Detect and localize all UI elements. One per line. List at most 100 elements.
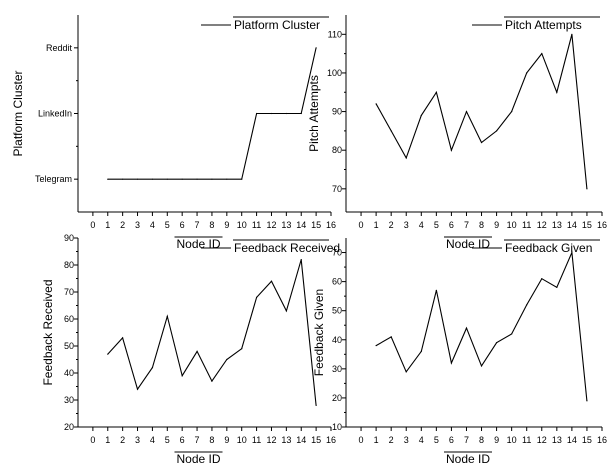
data-point bbox=[375, 103, 377, 105]
y-tick-label: 10 bbox=[332, 422, 342, 432]
data-point bbox=[255, 112, 258, 115]
x-tick-label: 13 bbox=[281, 220, 291, 230]
data-point bbox=[586, 188, 588, 190]
x-tick-label: 6 bbox=[449, 435, 454, 445]
panel-feedback-received: 0 1 2 3 4 5 6 7 8 9 10 11 12 13 14 15 162030405060708090… bbox=[41, 233, 340, 466]
panel-feedback-given: 0 1 2 3 4 5 6 7 8 9 10 11 12 13 14 15 1610203040506070No… bbox=[312, 238, 607, 466]
data-point bbox=[300, 259, 302, 261]
x-tick-label: 10 bbox=[237, 220, 247, 230]
data-point bbox=[526, 304, 528, 306]
y-tick-label: 40 bbox=[332, 335, 342, 345]
y-tick-label: Reddit bbox=[46, 43, 73, 53]
x-tick-label: 1 bbox=[105, 435, 110, 445]
x-tick-label: 14 bbox=[567, 435, 577, 445]
data-point bbox=[122, 337, 124, 339]
x-tick-label: 14 bbox=[567, 220, 577, 230]
x-tick-label: 13 bbox=[552, 435, 562, 445]
x-tick-label: 5 bbox=[165, 220, 170, 230]
x-tick-label: 3 bbox=[135, 220, 140, 230]
y-tick-label: 60 bbox=[64, 314, 74, 324]
data-point bbox=[450, 362, 453, 364]
data-point bbox=[270, 280, 273, 282]
legend-label: Platform Cluster bbox=[234, 18, 320, 32]
x-tick-label: 4 bbox=[150, 435, 155, 445]
x-tick-label: 10 bbox=[237, 435, 247, 445]
y-tick-label: 50 bbox=[64, 341, 74, 351]
x-tick-label: 11 bbox=[522, 220, 531, 230]
data-point bbox=[465, 110, 468, 113]
y-tick-label: 30 bbox=[64, 395, 74, 405]
x-tick-label: 11 bbox=[252, 435, 261, 445]
x-tick-label: 12 bbox=[266, 435, 276, 445]
data-point bbox=[136, 178, 139, 180]
y-tick-label: 90 bbox=[332, 107, 342, 117]
data-point bbox=[226, 178, 228, 180]
series-line-pitch-attempts bbox=[375, 34, 588, 189]
series-line-platform-cluster bbox=[107, 47, 317, 180]
data-point bbox=[196, 178, 198, 180]
data-point bbox=[526, 72, 528, 74]
x-tick-label: 5 bbox=[434, 220, 439, 230]
y-tick-label: LinkedIn bbox=[38, 109, 72, 119]
x-tick-label: 7 bbox=[464, 435, 469, 445]
data-point bbox=[390, 336, 392, 338]
x-tick-label: 3 bbox=[404, 220, 409, 230]
data-point bbox=[435, 91, 437, 93]
x-tick-label: 15 bbox=[582, 435, 592, 445]
legend-label: Feedback Given bbox=[505, 241, 592, 255]
x-tick-label: 11 bbox=[522, 435, 531, 445]
y-tick-label: 70 bbox=[332, 248, 342, 258]
data-point bbox=[181, 375, 183, 377]
data-point bbox=[465, 327, 468, 329]
data-point bbox=[211, 380, 213, 382]
x-tick-label: 8 bbox=[479, 220, 484, 230]
data-point bbox=[480, 365, 483, 367]
x-tick-label: 8 bbox=[209, 435, 214, 445]
y-axis-label: Pitch Attempts bbox=[307, 75, 321, 152]
x-tick-label: 8 bbox=[479, 435, 484, 445]
x-tick-label: 5 bbox=[434, 435, 439, 445]
data-point bbox=[405, 157, 407, 159]
legend-label: Pitch Attempts bbox=[505, 18, 582, 32]
x-tick-label: 0 bbox=[90, 435, 95, 445]
x-tick-label: 12 bbox=[537, 435, 547, 445]
x-tick-label: 4 bbox=[150, 220, 155, 230]
data-point bbox=[571, 33, 573, 35]
x-axis-label: Node ID bbox=[446, 237, 490, 251]
data-point bbox=[270, 112, 273, 115]
series-line-feedback-given bbox=[375, 250, 588, 401]
y-tick-label: 110 bbox=[328, 29, 342, 39]
x-tick-label: 2 bbox=[389, 435, 394, 445]
x-tick-label: 14 bbox=[296, 435, 306, 445]
y-tick-label: 100 bbox=[327, 68, 342, 78]
data-point bbox=[511, 333, 513, 335]
data-point bbox=[541, 53, 543, 55]
data-point bbox=[405, 371, 407, 373]
x-tick-label: 8 bbox=[209, 220, 214, 230]
x-tick-label: 12 bbox=[266, 220, 276, 230]
x-tick-label: 2 bbox=[120, 435, 125, 445]
data-point bbox=[166, 178, 168, 180]
data-point bbox=[511, 110, 513, 113]
data-point bbox=[285, 112, 287, 115]
x-tick-label: 1 bbox=[374, 220, 379, 230]
x-tick-label: 9 bbox=[224, 220, 229, 230]
data-point bbox=[390, 130, 392, 132]
data-point bbox=[285, 310, 287, 312]
x-tick-label: 3 bbox=[135, 435, 140, 445]
data-point bbox=[420, 350, 422, 352]
x-tick-label: 5 bbox=[165, 435, 170, 445]
x-tick-label: 16 bbox=[326, 220, 336, 230]
panel-platform-cluster: 0 1 2 3 4 5 6 7 8 9 10 11 12 13 14 15 16TelegramLinkedIn… bbox=[11, 15, 336, 251]
y-axis-label: Feedback Received bbox=[41, 279, 55, 385]
x-tick-label: 15 bbox=[582, 220, 592, 230]
x-tick-label: 3 bbox=[404, 435, 409, 445]
data-point bbox=[196, 350, 198, 352]
x-tick-label: 15 bbox=[311, 220, 321, 230]
data-point bbox=[300, 112, 302, 115]
data-point bbox=[107, 178, 109, 180]
data-point bbox=[136, 388, 139, 390]
x-tick-label: 9 bbox=[494, 435, 499, 445]
y-tick-label: 70 bbox=[64, 287, 74, 297]
data-point bbox=[315, 47, 317, 49]
